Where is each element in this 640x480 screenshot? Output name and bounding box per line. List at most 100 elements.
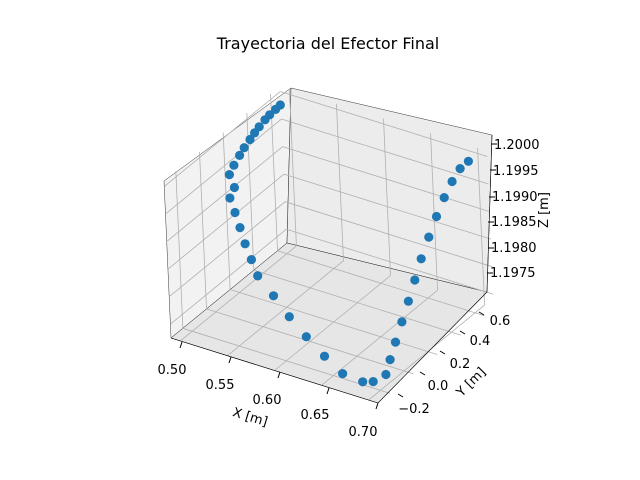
trajectory-point <box>385 355 395 365</box>
grid-line <box>277 250 485 317</box>
y-tick-label: −0.2 <box>398 402 430 417</box>
grid-line <box>182 327 390 394</box>
grid-line <box>282 146 490 212</box>
grid-line <box>383 118 391 276</box>
trajectory-point <box>239 143 249 153</box>
trajectory-point <box>235 150 245 160</box>
trajectory-point <box>403 296 413 306</box>
trajectory-point <box>284 312 294 322</box>
trajectory-point <box>410 275 420 285</box>
trajectory-point <box>390 337 401 347</box>
x-tick-label: 0.50 <box>158 363 187 378</box>
grid-line <box>199 151 207 309</box>
x-tick-mark <box>326 387 330 395</box>
grid-lines <box>163 88 494 401</box>
grid-line <box>368 304 485 401</box>
x-tick-mark <box>228 356 232 364</box>
grid-line <box>274 275 391 371</box>
trajectory-point <box>229 182 239 193</box>
trajectory-point <box>230 207 240 218</box>
x-axis-label: X [m] <box>231 405 270 430</box>
grid-line <box>163 91 281 187</box>
trajectory-point <box>416 254 426 264</box>
x-tick-label: 0.60 <box>253 393 282 408</box>
trajectory-point <box>439 193 449 203</box>
grid-line <box>206 308 414 375</box>
trajectory-point <box>240 239 250 249</box>
grid-line <box>285 201 493 268</box>
grid-line <box>336 103 344 261</box>
x-tick-mark <box>179 341 183 349</box>
z-axis-line <box>486 134 493 293</box>
trajectory-point <box>447 176 457 187</box>
z-axis-label: Z [m] <box>537 192 552 228</box>
trajectory-point <box>431 211 442 222</box>
trajectory-point <box>338 369 348 379</box>
y-tick-mark <box>419 371 426 376</box>
z-tick-label: 1.1995 <box>493 164 539 179</box>
trajectory-point <box>271 104 281 114</box>
trajectory-point <box>397 317 407 327</box>
trajectory-points <box>224 100 473 387</box>
z-tick-label: 1.1990 <box>492 190 538 205</box>
y-tick-mark <box>439 350 446 355</box>
grid-line <box>477 148 485 306</box>
trajectory-point <box>225 193 235 203</box>
trajectory-point <box>268 291 279 301</box>
trajectory-point <box>229 160 239 170</box>
grid-line <box>280 91 488 157</box>
grid-line <box>167 173 285 270</box>
z-tick-label: 1.1975 <box>490 266 536 281</box>
y-axis-line <box>377 291 488 404</box>
y-tick-mark <box>459 330 466 335</box>
grid-line <box>227 260 344 357</box>
grid-line <box>168 201 286 297</box>
grid-line <box>165 118 282 215</box>
grid-line <box>170 228 287 325</box>
trajectory-point <box>381 369 391 380</box>
grid-line <box>286 228 494 295</box>
trajectory-point <box>358 377 368 387</box>
grid-line <box>180 245 297 342</box>
x-tick-label: 0.70 <box>349 425 378 440</box>
grid-line <box>222 132 231 290</box>
trajectory-point <box>253 271 263 281</box>
ticks: 0.50 0.55 0.60 0.65 0.70 −0.2 0.0 0.2 0.… <box>158 138 540 440</box>
trajectory-point <box>245 134 255 145</box>
z-tick-label: 1.2000 <box>494 138 540 153</box>
y-tick-label: 0.6 <box>490 314 511 329</box>
y-tick-label: 0.2 <box>450 357 471 372</box>
grid-line <box>166 146 283 242</box>
grid-line <box>281 118 489 185</box>
x-tick-label: 0.55 <box>206 378 235 393</box>
grid-line <box>270 93 278 251</box>
axes-3d: 0.50 0.55 0.60 0.65 0.70 −0.2 0.0 0.2 0.… <box>158 87 552 440</box>
y-tick-mark <box>397 393 404 398</box>
trajectory-point <box>235 223 245 233</box>
grid-line <box>289 88 297 246</box>
grid-line <box>230 289 438 355</box>
x-tick-mark <box>375 402 379 410</box>
trajectory-point <box>224 170 234 180</box>
x-axis-line <box>170 337 379 404</box>
x-tick-mark <box>277 371 281 379</box>
z-tick-label: 1.1980 <box>491 241 537 256</box>
trajectory-point <box>455 164 465 174</box>
trajectory-point <box>260 115 270 125</box>
y-tick-label: 0.0 <box>428 379 449 394</box>
grid-line <box>253 269 461 336</box>
grid-line <box>175 171 184 329</box>
trajectory-point <box>368 377 378 387</box>
y-tick-label: 0.4 <box>470 334 491 349</box>
trajectory-point <box>319 351 330 361</box>
trajectory-point <box>463 156 473 166</box>
trajectory-point <box>301 332 311 342</box>
x-tick-label: 0.65 <box>301 408 330 423</box>
y-tick-mark <box>478 311 485 316</box>
z-tick-label: 1.1985 <box>491 215 537 230</box>
grid-line <box>283 173 492 240</box>
trajectory-point <box>250 128 260 138</box>
grid-line <box>430 133 438 291</box>
trajectory-point <box>246 255 256 265</box>
